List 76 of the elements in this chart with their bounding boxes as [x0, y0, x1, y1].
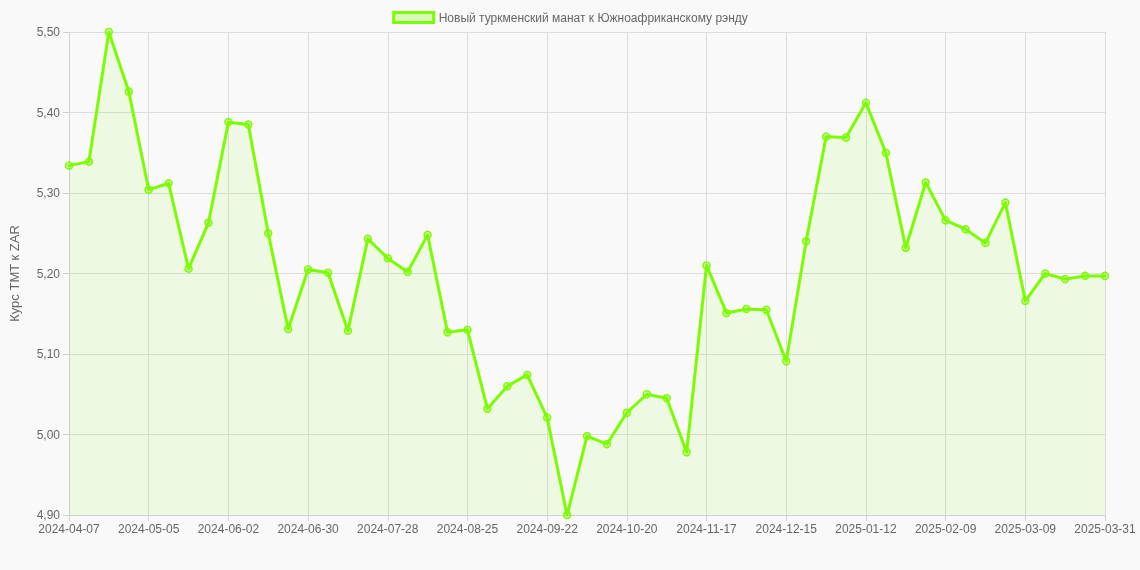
- point: [602, 439, 612, 449]
- x-tick-label: 2024-06-02: [197, 522, 260, 536]
- point: [144, 185, 153, 195]
- point: [921, 178, 930, 187]
- y-tick-label: 5,50: [36, 25, 61, 39]
- point: [941, 216, 950, 225]
- x-tick-label: 2024-08-25: [436, 522, 499, 536]
- point: [642, 390, 652, 399]
- y-tick-label: 5,10: [36, 347, 61, 361]
- y-tick-label: 5,40: [36, 105, 61, 120]
- point: [443, 328, 452, 337]
- point: [483, 404, 492, 413]
- point: [562, 510, 572, 520]
- point: [184, 264, 193, 273]
- point: [204, 218, 213, 228]
- point: [1040, 269, 1050, 278]
- y-tick-label: 5,30: [36, 186, 61, 200]
- point: [841, 133, 851, 142]
- x-tick-label: 2024-11-17: [676, 522, 738, 536]
- x-tick-label: 2025-03-31: [1074, 522, 1137, 536]
- x-tick-label: 2024-04-07: [38, 522, 101, 536]
- point: [542, 413, 552, 422]
- point: [164, 179, 173, 188]
- point: [981, 238, 990, 248]
- x-tick-label: 2024-07-28: [357, 522, 419, 536]
- x-tick-label: 2024-06-30: [277, 522, 340, 536]
- point: [702, 261, 711, 270]
- point: [283, 324, 293, 334]
- point: [1021, 296, 1030, 306]
- x-tick-label: 2024-05-05: [118, 522, 180, 536]
- point: [722, 308, 731, 318]
- point: [323, 268, 333, 277]
- point: [64, 161, 74, 170]
- point: [503, 381, 512, 391]
- point: [961, 224, 970, 234]
- y-tick-label: 4,90: [36, 508, 61, 522]
- point: [762, 305, 771, 314]
- y-axis-title: Курс TMT к ZAR: [7, 225, 22, 322]
- point: [881, 148, 891, 157]
- point: [1100, 271, 1110, 281]
- point: [343, 326, 353, 335]
- point: [662, 394, 671, 403]
- point: [263, 229, 273, 238]
- point: [861, 98, 871, 108]
- point: [582, 431, 592, 441]
- point: [742, 304, 751, 314]
- point: [244, 120, 253, 129]
- point: [224, 117, 233, 127]
- point: [303, 265, 313, 274]
- point: [383, 253, 393, 263]
- x-tick-label: 2025-01-12: [835, 522, 897, 536]
- point: [901, 243, 911, 252]
- x-tick-label: 2024-12-15: [755, 522, 818, 536]
- point: [682, 447, 691, 457]
- y-tick-label: 5,00: [36, 427, 61, 442]
- x-tick-label: 2025-02-09: [914, 522, 977, 536]
- point: [622, 408, 632, 418]
- point: [363, 234, 373, 244]
- point: [1001, 198, 1010, 207]
- x-tick-label: 2024-09-22: [516, 522, 579, 536]
- point: [104, 27, 114, 37]
- point: [84, 157, 94, 166]
- point: [801, 237, 811, 246]
- legend-label: Новый туркменский манат к Южноафриканскому рэнду: [438, 10, 748, 25]
- point: [821, 132, 831, 141]
- point: [403, 267, 412, 277]
- point: [1080, 271, 1090, 281]
- point: [522, 370, 532, 380]
- x-tick-label: 2025-03-09: [994, 522, 1057, 536]
- point: [781, 357, 791, 366]
- point: [463, 325, 472, 335]
- point: [124, 87, 134, 96]
- point: [423, 230, 432, 240]
- point: [1060, 274, 1070, 284]
- x-tick-label: 2024-10-20: [596, 522, 658, 536]
- y-tick-label: 5,20: [36, 266, 61, 281]
